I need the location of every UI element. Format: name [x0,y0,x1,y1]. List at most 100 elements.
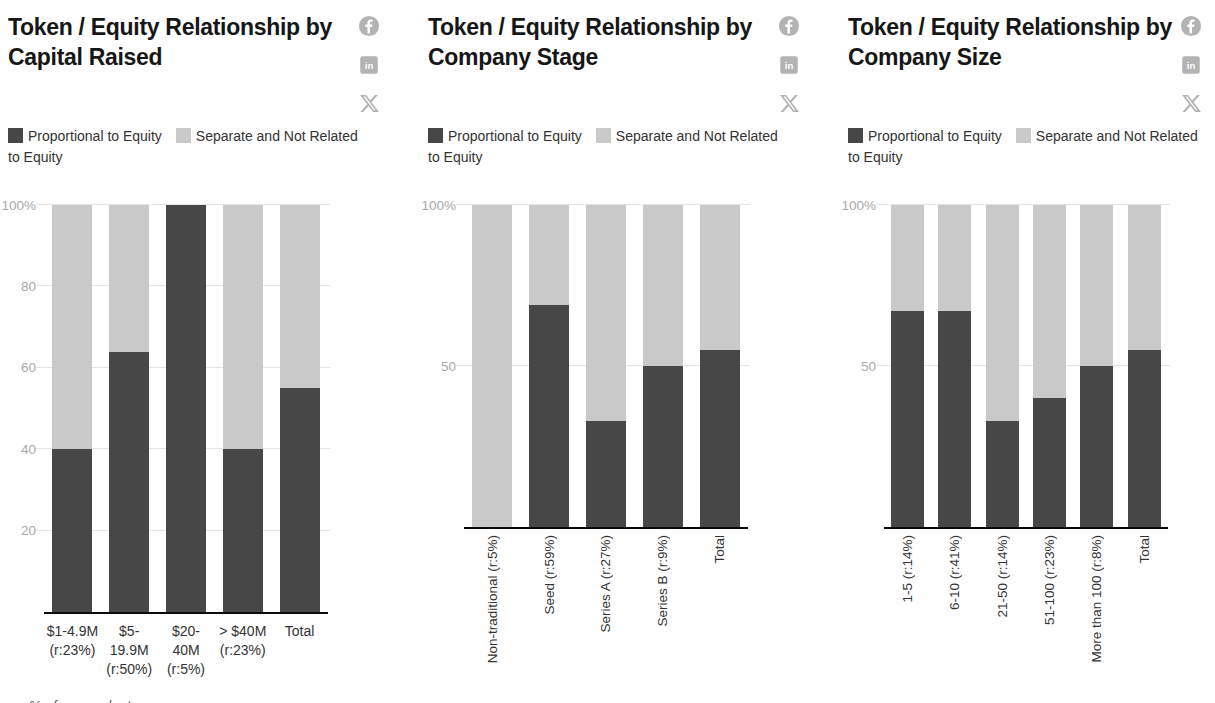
x-axis-label: Total [271,622,328,692]
share-buttons: in [778,12,800,114]
y-axis-tick-label: 100% [421,198,456,212]
bar-slot [578,205,635,527]
stacked-bar-segment-proportional [166,205,206,612]
legend: Proportional to EquitySeparate and Not R… [8,126,358,168]
share-buttons: in [358,12,380,114]
x-axis-label-text: More than 100 (r:8%) [1087,535,1106,663]
svg-text:in: in [1187,60,1196,71]
x-axis-label-text: 6-10 (r:41%) [945,535,964,610]
bar-slot [1026,205,1073,527]
x-share-icon[interactable] [1181,93,1202,114]
bar-slot [158,205,215,612]
legend-label-proportional: Proportional to Equity [28,128,162,144]
linkedin-share-icon[interactable]: in [779,55,799,75]
x-axis-label: Non-traditional (r:5%) [464,535,521,696]
stacked-bar-segment-separate [280,205,320,612]
x-axis-label-text: 21-50 (r:14%) [993,535,1012,618]
stacked-bar-segment-separate [1128,205,1161,527]
x-axis-labels: $1-4.9M (r:23%)$5-19.9M (r:50%)$20-40M (… [44,622,328,692]
legend-label-proportional: Proportional to Equity [448,128,582,144]
stacked-bar-segment-separate [643,205,683,527]
x-axis-label: > $40M (r:23%) [214,622,271,692]
x-axis-label: More than 100 (r:8%) [1073,535,1120,696]
bars-group [44,205,328,612]
charts-page: Token / Equity Relationship by Capital R… [0,0,1215,703]
bar-slot [1121,205,1168,527]
x-axis-label-text: 1-5 (r:14%) [898,535,917,603]
y-axis-tick-label: 100% [841,198,876,212]
x-axis-label-text: > $40M (r:23%) [215,622,270,692]
x-axis-label: 51-100 (r:23%) [1026,535,1073,696]
y-axis-tick-label: 20 [21,524,36,538]
bar-slot [884,205,931,527]
footnote: r = % of respondents [8,698,380,703]
chart-panel-company-stage: Token / Equity Relationship by Company S… [420,0,840,703]
x-axis-label: 6-10 (r:41%) [931,535,978,696]
stacked-bar-segment-separate [891,205,924,527]
bar-slot [101,205,158,612]
x-axis-label: Total [691,535,748,696]
linkedin-share-icon[interactable]: in [359,55,379,75]
legend-swatch-separate [1016,128,1031,143]
y-axis-tick-label: 50 [441,359,456,373]
facebook-share-icon[interactable] [1180,15,1202,37]
bar-slot [271,205,328,612]
stacked-bar-segment-proportional [1080,366,1113,527]
y-axis-tick-label: 60 [21,361,36,375]
x-axis-label-text: Series B (r:9%) [653,535,672,627]
x-axis-label: Series B (r:9%) [634,535,691,696]
bar-slot [214,205,271,612]
stacked-bar-segment-separate [986,205,1019,527]
bar-slot [1073,205,1120,527]
chart-header: Token / Equity Relationship by Company S… [428,12,800,114]
plot-area: 50100% [464,205,748,529]
y-axis-tick-label: 50 [861,359,876,373]
facebook-share-icon[interactable] [358,15,380,37]
legend: Proportional to EquitySeparate and Not R… [848,126,1198,168]
bar-slot [44,205,101,612]
legend-swatch-separate [596,128,611,143]
stacked-bar-segment-proportional [586,421,626,527]
x-axis-label-text: Seed (r:59%) [540,535,559,615]
bars-group [464,205,748,527]
chart-panel-capital-raised: Token / Equity Relationship by Capital R… [0,0,420,703]
legend-label-proportional: Proportional to Equity [868,128,1002,144]
x-axis-label: Seed (r:59%) [521,535,578,696]
stacked-bar-segment-separate [52,205,92,612]
chart-header: Token / Equity Relationship by Capital R… [8,12,380,114]
x-axis-label: $20-40M (r:5%) [158,622,215,692]
stacked-bar-segment-separate [166,205,206,612]
x-share-icon[interactable] [779,93,800,114]
stacked-bar-segment-separate [586,205,626,527]
stacked-bar-segment-proportional [52,449,92,612]
stacked-bar-segment-separate [472,205,512,527]
stacked-bar-segment-proportional [223,449,263,612]
x-share-icon[interactable] [359,93,380,114]
bar-slot [634,205,691,527]
bar-slot [521,205,578,527]
plot-area: 50100% [884,205,1168,529]
stacked-bar-segment-proportional [1033,398,1066,527]
linkedin-share-icon[interactable]: in [1181,55,1201,75]
plot-area: 20406080100% [44,205,328,614]
chart-panel-company-size: Token / Equity Relationship by Company S… [840,0,1215,703]
stacked-bar-segment-proportional [109,352,149,612]
y-axis-tick-label: 100% [1,198,36,212]
legend: Proportional to EquitySeparate and Not R… [428,126,778,168]
stacked-bar-segment-separate [109,205,149,612]
x-axis-label-text: $20-40M (r:5%) [159,622,214,692]
x-axis-label-text: Total [285,622,315,692]
stacked-bar-segment-proportional [1128,350,1161,527]
x-axis-label-text: Total [1135,535,1154,564]
chart-header: Token / Equity Relationship by Company S… [848,12,1202,114]
stacked-bar-segment-proportional [700,350,740,527]
legend-swatch-separate [176,128,191,143]
legend-swatch-proportional [8,128,23,143]
x-axis-label: Total [1121,535,1168,696]
stacked-bar-segment-proportional [986,421,1019,527]
x-axis-label-text: $1-4.9M (r:23%) [45,622,100,692]
stacked-bar-segment-proportional [529,305,569,527]
stacked-bar-segment-separate [1080,205,1113,527]
stacked-bar-segment-separate [700,205,740,527]
facebook-share-icon[interactable] [778,15,800,37]
